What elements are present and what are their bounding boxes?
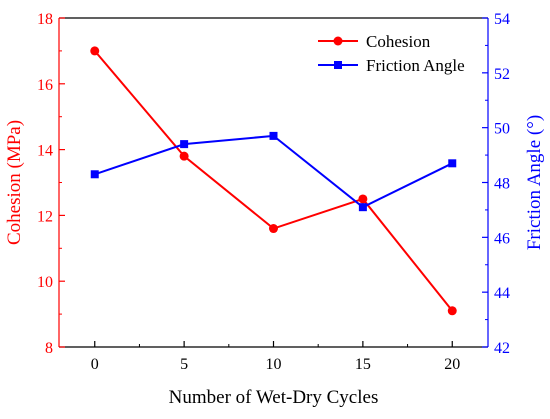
- friction-angle-point: [180, 140, 189, 149]
- legend-marker-cohesion: [333, 36, 343, 46]
- left-tick-label: 10: [37, 274, 53, 291]
- right-tick-label: 50: [494, 121, 510, 138]
- legend-label-friction-angle: Friction Angle: [366, 56, 465, 75]
- cohesion-point: [358, 194, 368, 204]
- x-tick-label: 10: [266, 356, 282, 373]
- right-axis-title: Friction Angle (°): [524, 115, 545, 250]
- right-tick-label: 54: [494, 11, 510, 28]
- x-tick-label: 15: [355, 356, 371, 373]
- x-tick-label: 20: [444, 356, 460, 373]
- friction-angle-point: [90, 170, 99, 179]
- right-tick-label: 44: [494, 285, 510, 302]
- left-tick-label: 14: [37, 143, 53, 160]
- left-tick-label: 16: [37, 77, 53, 94]
- friction-angle-point: [269, 131, 278, 140]
- legend-label-cohesion: Cohesion: [366, 32, 431, 51]
- left-tick-label: 8: [45, 340, 53, 357]
- legend: Cohesion Friction Angle: [318, 32, 465, 75]
- friction-angle-point: [358, 203, 367, 212]
- right-tick-label: 42: [494, 340, 510, 357]
- x-tick-label: 5: [180, 356, 188, 373]
- cohesion-point: [447, 306, 457, 316]
- right-tick-label: 52: [494, 66, 510, 83]
- cohesion-point: [179, 151, 189, 161]
- left-tick-label: 12: [37, 208, 53, 225]
- cohesion-line: [93, 50, 454, 312]
- x-tick-label: 0: [91, 356, 99, 373]
- right-tick-label: 46: [494, 230, 510, 247]
- plot-area: 0 5 10 15 20 8 10 12 14 16 18 42 44 46 48 50 52 54: [37, 11, 510, 373]
- right-tick-label: 48: [494, 176, 510, 193]
- cohesion-point: [269, 224, 278, 234]
- x-axis-title: Number of Wet-Dry Cycles: [169, 387, 379, 408]
- friction-angle-point: [448, 159, 457, 168]
- left-axis-title: Cohesion (MPa): [4, 120, 25, 245]
- cohesion-point: [90, 46, 100, 56]
- friction-angle-line: [94, 134, 453, 209]
- legend-marker-friction-angle: [334, 61, 342, 69]
- left-tick-label: 18: [37, 11, 53, 28]
